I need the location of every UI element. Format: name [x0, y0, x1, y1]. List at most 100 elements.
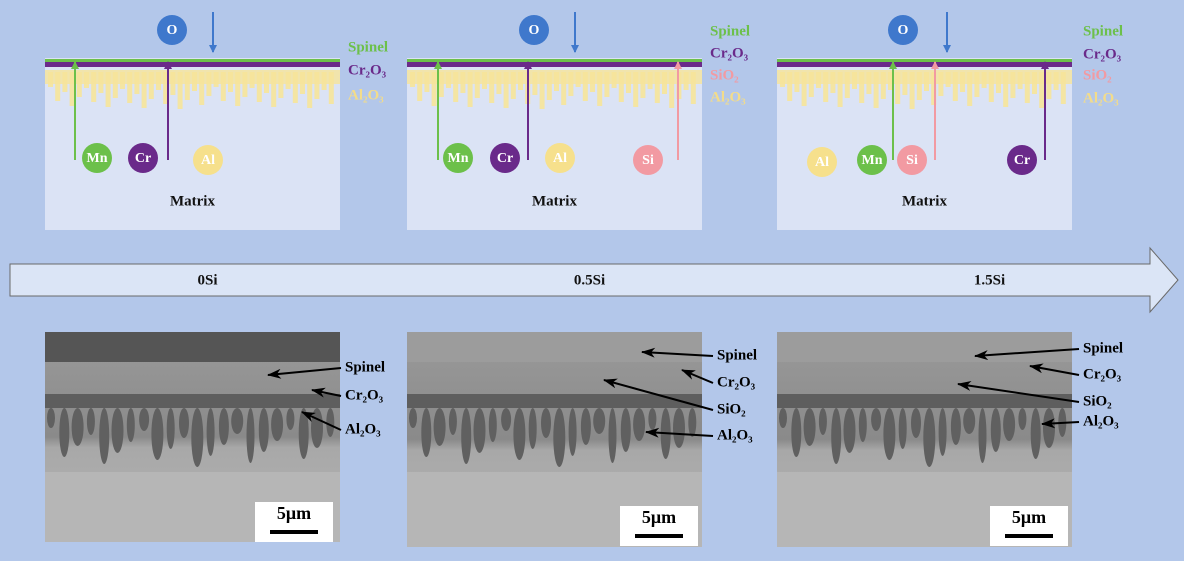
oxide-finger [974, 72, 980, 97]
micrograph-finger [779, 408, 787, 428]
composition-label: 1.5Si [974, 272, 1005, 288]
oxide-finger [873, 72, 879, 108]
composition-label: 0.5Si [574, 272, 605, 288]
micrograph-scale-band [777, 394, 1072, 408]
micrograph-finger [513, 408, 526, 460]
scale-box [990, 506, 1068, 546]
oxide-finger [844, 72, 850, 98]
cr2o3-layer [407, 62, 702, 67]
scale-bar [635, 534, 683, 538]
scale-label: 5μm [277, 503, 311, 523]
oxide-finger [127, 72, 133, 103]
scale-box [620, 506, 698, 546]
pointer-arrow [974, 348, 1080, 361]
oxide-finger [184, 72, 190, 100]
micrograph-finger [911, 408, 921, 438]
oxide-finger [582, 72, 588, 101]
oxide-finger [431, 72, 437, 106]
micrograph-finger [311, 408, 323, 448]
oxide-finger [1010, 72, 1016, 98]
micrograph-finger [528, 408, 537, 449]
oxide-finger [808, 72, 814, 97]
micrograph-finger [1030, 408, 1041, 459]
oxide-finger [417, 72, 423, 101]
micrograph-label: Spinel [717, 347, 757, 363]
micrograph-finger [978, 408, 987, 463]
oxygen-label: O [167, 23, 178, 38]
matrix-label: Matrix [532, 193, 577, 209]
oxide-finger [669, 72, 675, 108]
scale-label: 5μm [1012, 507, 1046, 527]
micrograph-finger [298, 408, 309, 459]
oxide-finger [489, 72, 495, 103]
oxide-finger [453, 72, 459, 102]
layer-legend: Al₂O₃ [348, 87, 384, 103]
scale-bar [1005, 534, 1053, 538]
element-circle [443, 143, 473, 173]
micrograph-finger [633, 408, 646, 441]
micrograph-finger [111, 408, 124, 453]
element-label: Al [815, 155, 829, 170]
micrograph-finger [246, 408, 255, 463]
micrograph-finger [648, 408, 657, 430]
micrograph-finger [898, 408, 907, 449]
oxygen-label: O [529, 23, 540, 38]
layer-legend: Spinel [710, 23, 750, 39]
micrograph-finger [139, 408, 150, 431]
micrograph-finger [71, 408, 84, 446]
micrograph-finger [1003, 408, 1016, 441]
spinel-layer [45, 59, 340, 62]
micrograph-finger [47, 408, 55, 428]
micrograph-label: Cr₂O₃ [1083, 366, 1122, 382]
oxide-finger [256, 72, 262, 102]
oxide-finger [510, 72, 516, 99]
oxide-finger [105, 72, 111, 107]
oxide-finger [163, 72, 169, 104]
oxygen-circle [888, 15, 918, 45]
micrograph-finger [791, 408, 802, 457]
micrograph-finger [831, 408, 842, 464]
oxide-finger [654, 72, 660, 103]
element-label: Cr [135, 151, 151, 166]
micrograph-finger [151, 408, 164, 460]
oxide-finger [618, 72, 624, 102]
layer-legend: Cr₂O₃ [710, 45, 749, 61]
element-label: Cr [1014, 153, 1030, 168]
spinel-layer [777, 59, 1072, 62]
micrograph-finger [843, 408, 856, 453]
oxide-finger [1003, 72, 1009, 107]
oxide-finger [823, 72, 829, 102]
oxide-finger [199, 72, 205, 105]
element-label: Si [906, 153, 918, 168]
pointer-arrow [267, 367, 342, 379]
micrograph-finger [673, 408, 685, 448]
process-arrow [9, 246, 1179, 314]
micrograph-finger [206, 408, 215, 456]
micrograph-finger [126, 408, 135, 442]
oxide-finger [1046, 72, 1052, 99]
micrograph-finger [803, 408, 816, 446]
oxide-band [407, 70, 702, 84]
oxygen-label: O [898, 23, 909, 38]
oxide-finger [503, 72, 509, 108]
oxide-finger [1039, 72, 1045, 108]
micrograph-finger [473, 408, 486, 453]
micrograph-label: Cr₂O₃ [717, 374, 756, 390]
pointer-arrow [1041, 418, 1080, 429]
micrograph-finger [461, 408, 472, 464]
micrograph-finger [1018, 408, 1027, 430]
micrograph-finger [990, 408, 1001, 452]
oxide-finger [787, 72, 793, 101]
layer-legend: Al₂O₃ [1083, 90, 1119, 106]
oxide-finger [235, 72, 241, 106]
oxide-finger [539, 72, 545, 109]
pointer-arrow [641, 347, 714, 358]
oxide-finger [916, 72, 922, 100]
matrix-label: Matrix [902, 193, 947, 209]
micrograph-finger [271, 408, 284, 441]
composition-label: 0Si [197, 272, 217, 288]
micrograph-finger [593, 408, 606, 434]
pointer-arrow [957, 380, 1080, 403]
